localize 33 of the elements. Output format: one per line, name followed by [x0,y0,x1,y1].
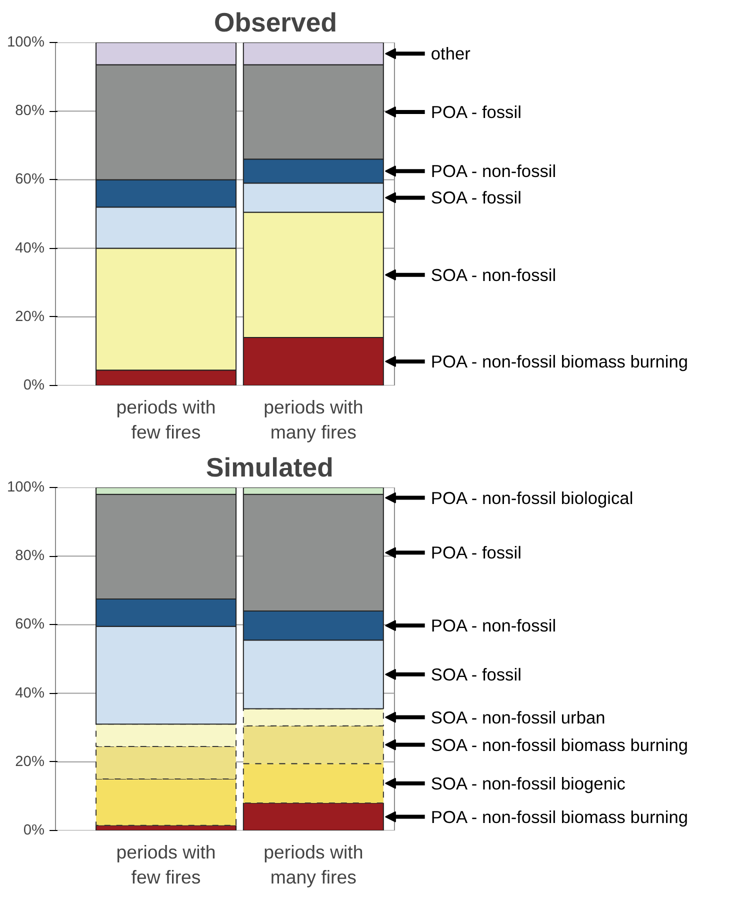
text: POA - non-fossil [430,616,556,636]
text: POA - non-fossil biological [430,488,634,508]
y-tick-label: 20% [15,754,45,770]
text: SOA - fossil [430,664,522,684]
y-tick-label: 0% [23,378,45,394]
text: POA - fossil [430,542,522,563]
y-tick-label: 40% [15,685,45,702]
x-tick-label: periods with many fires [264,396,364,443]
y-tick-label: 100% [7,34,45,50]
text: SOA - non-fossil biomass burning [430,734,688,755]
x-tick-label: periods with many fires [264,842,364,888]
text: other [430,44,471,64]
text: SOA - non-fossil urban [430,707,606,728]
y-tick-label: 100% [7,480,45,496]
y-tick-label: 20% [15,308,45,325]
x-tick-label: periods with few fires [116,396,216,443]
x-tick-label: periods with few fires [116,842,216,888]
text: SOA - non-fossil [430,264,556,285]
y-tick-label: 0% [23,822,45,838]
text: POA - non-fossil biomass burning [430,806,688,827]
text: SOA - fossil [430,188,522,208]
y-tick-label: 60% [15,172,45,188]
text: SOA - non-fossil biogenic [430,773,626,794]
y-tick-label: 80% [15,103,45,120]
y-tick-label: 80% [15,548,45,564]
y-tick-label: 40% [15,240,45,256]
text: POA - non-fossil [430,161,556,182]
chart-title: Observed [214,8,337,38]
text: POA - fossil [430,102,522,122]
bar [242,802,384,830]
chart-title: Simulated [206,452,334,482]
text: POA - non-fossil biomass burning [430,351,688,372]
y-tick-label: 60% [15,616,45,633]
